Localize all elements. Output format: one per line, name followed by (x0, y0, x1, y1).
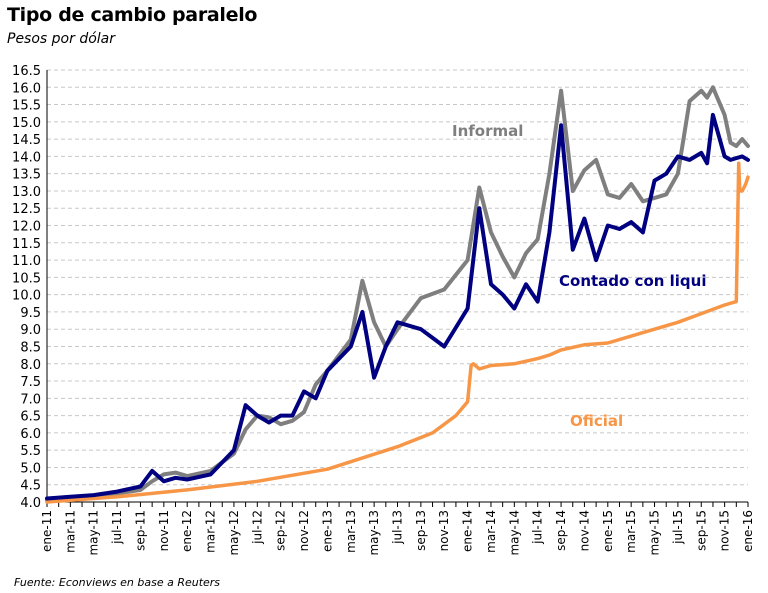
y-tick-label: 4.5 (20, 479, 41, 494)
y-tick-label: 15.5 (12, 99, 41, 114)
x-tick-label: ene-13 (320, 510, 334, 552)
y-tick-label: 7.5 (20, 375, 41, 390)
y-tick-label: 8.0 (20, 358, 41, 373)
x-tick-label: jul-11 (110, 510, 124, 545)
x-tick-label: may-15 (648, 510, 662, 556)
x-tick-label: ene-14 (461, 510, 475, 552)
x-tick-label: sep-11 (133, 510, 147, 551)
y-tick-label: 11.0 (12, 254, 41, 269)
x-tick-label: mar-14 (484, 510, 498, 553)
y-tick-label: 5.5 (20, 444, 41, 459)
series-line-contado-con-liqui (45, 112, 750, 501)
x-tick-label: ene-12 (180, 510, 194, 552)
y-tick-label: 13.0 (12, 185, 41, 200)
y-tick-label: 16.5 (12, 64, 41, 79)
y-tick-label: 16.0 (12, 81, 41, 96)
x-tick-label: sep-14 (554, 510, 568, 551)
x-tick-label: mar-12 (204, 510, 218, 553)
chart-title: Tipo de cambio paralelo (7, 4, 258, 26)
x-tick-label: ene-11 (40, 510, 54, 552)
series-line-informal (45, 85, 750, 503)
y-tick-label: 7.0 (20, 392, 41, 407)
y-tick-label: 14.0 (12, 150, 41, 165)
y-tick-label: 10.0 (12, 289, 41, 304)
series-label-oficial: Oficial (570, 412, 623, 430)
y-tick-label: 15.0 (12, 116, 41, 131)
series-line-oficial (45, 161, 750, 504)
y-tick-label: 12.0 (12, 220, 41, 235)
x-tick-label: jul-13 (391, 510, 405, 545)
y-tick-label: 14.5 (12, 133, 41, 148)
y-tick-label: 11.5 (12, 237, 41, 252)
x-tick-label: may-12 (227, 510, 241, 556)
series-label-informal: Informal (452, 122, 523, 140)
y-tick-label: 5.0 (20, 461, 41, 476)
x-tick-label: sep-15 (694, 510, 708, 551)
x-tick-label: may-13 (367, 510, 381, 556)
y-tick-label: 12.5 (12, 202, 41, 217)
x-tick-label: nov-14 (577, 510, 591, 551)
x-tick-label: may-14 (507, 510, 521, 556)
chart-subtitle: Pesos por dólar (7, 31, 115, 47)
x-tick-label: mar-13 (344, 510, 358, 553)
x-tick-label: sep-12 (274, 510, 288, 551)
x-tick-label: nov-11 (157, 510, 171, 551)
x-tick-label: jul-12 (250, 510, 264, 545)
series-label-contado-con-liqui: Contado con liqui (559, 272, 707, 290)
y-tick-label: 9.5 (20, 306, 41, 321)
y-tick-label: 10.5 (12, 271, 41, 286)
x-tick-label: sep-13 (414, 510, 428, 551)
x-tick-label: mar-11 (63, 510, 77, 553)
y-tick-label: 8.5 (20, 340, 41, 355)
y-tick-label: 6.0 (20, 427, 41, 442)
x-tick-label: jul-14 (531, 510, 545, 545)
x-tick-label: nov-12 (297, 510, 311, 551)
x-tick-label: ene-15 (601, 510, 615, 552)
x-tick-label: nov-15 (718, 510, 732, 551)
x-tick-label: mar-15 (624, 510, 638, 553)
x-tick-label: ene-16 (741, 510, 755, 552)
y-tick-label: 9.0 (20, 323, 41, 338)
x-tick-label: may-11 (87, 510, 101, 556)
y-tick-label: 6.5 (20, 410, 41, 425)
y-tick-label: 4.0 (20, 496, 41, 511)
x-tick-label: nov-13 (437, 510, 451, 551)
source-note: Fuente: Econviews en base a Reuters (14, 576, 221, 589)
y-tick-label: 13.5 (12, 168, 41, 183)
x-tick-label: jul-15 (671, 510, 685, 545)
